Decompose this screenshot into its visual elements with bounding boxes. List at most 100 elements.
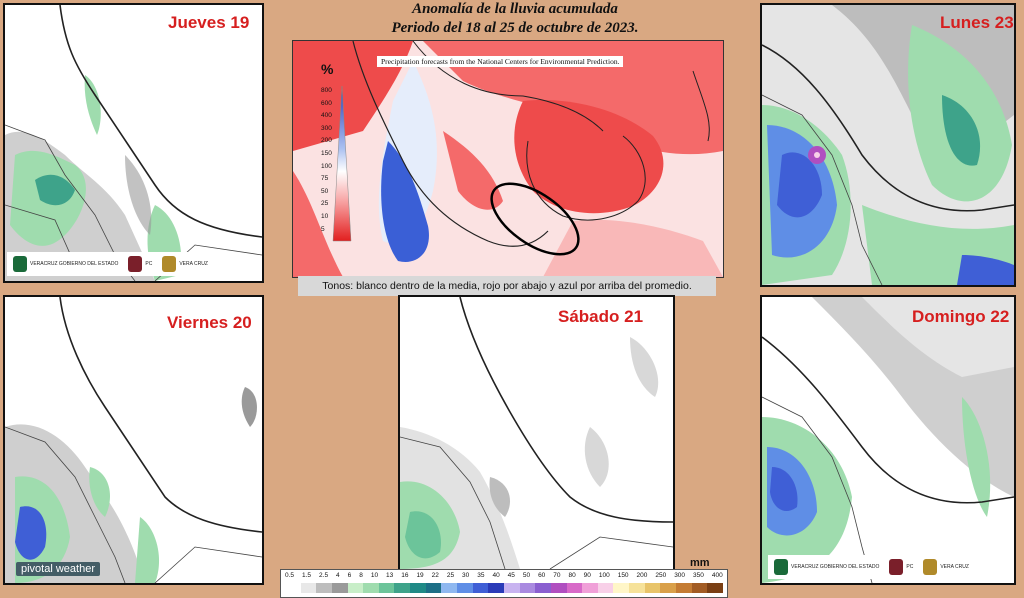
- panel-viernes: Viernes 20: [3, 295, 264, 585]
- scale-tick: 6: [347, 572, 352, 579]
- pct-tick: 5: [321, 225, 325, 233]
- day-label-lunes: Lunes 23: [940, 13, 1014, 32]
- scale-tick: 30: [462, 572, 470, 579]
- scale-swatch: [629, 583, 645, 593]
- scale-tick: 0.5: [285, 572, 295, 579]
- scale-tick: 1.5: [302, 572, 312, 579]
- scale-swatch: [488, 583, 504, 593]
- scale-tick: 8: [359, 572, 363, 579]
- scale-swatch: [707, 583, 723, 593]
- scale-tick: 80: [568, 572, 576, 579]
- map-sabado: [400, 297, 673, 569]
- scale-tick: 150: [617, 572, 629, 579]
- panel-jueves: Jueves 19 VERACRUZ GOBIERNO DEL ESTADO P…: [3, 3, 264, 283]
- pct-tick: 800: [321, 87, 332, 94]
- vera-cruz-logo: VERA CRUZ: [162, 256, 208, 272]
- scale-swatch: [597, 583, 614, 593]
- scale-swatch: [347, 583, 364, 593]
- scale-tick: 35: [477, 572, 485, 579]
- scale-swatch: [613, 583, 630, 593]
- scale-tick: 90: [583, 572, 591, 579]
- scale-swatch: [676, 583, 692, 593]
- scale-swatch: [394, 583, 411, 593]
- scale-tick: 350: [693, 572, 704, 579]
- pct-tick: 100: [321, 162, 332, 170]
- pivotal-weather-watermark: pivotal weather: [16, 562, 100, 576]
- map-lunes: [762, 5, 1014, 285]
- scale-swatch: [644, 583, 661, 593]
- scale-tick: 4: [336, 572, 340, 579]
- scale-swatches: [285, 583, 723, 593]
- pct-legend-unit: %: [321, 61, 334, 77]
- scale-ticks: 0.5 1.5 2.5 4 6 8 10 13 16 19 22 25 30 35 40 45 50 60 70 80…: [285, 572, 723, 579]
- scale-tick: 50: [522, 572, 531, 579]
- scale-tick: 60: [538, 572, 546, 579]
- scale-swatch: [378, 583, 395, 593]
- panel-sabado: Sábado 21: [398, 295, 675, 571]
- vera-cruz-logo: VERA CRUZ: [923, 559, 969, 575]
- scale-swatch: [300, 583, 317, 593]
- pct-tick: 10: [321, 212, 329, 220]
- day-label-domingo: Domingo 22: [912, 307, 1010, 326]
- pct-tick: 25: [321, 200, 329, 208]
- pc-logo: PC: [889, 559, 913, 575]
- anomaly-map: Precipitation forecasts from the Nationa…: [292, 40, 724, 278]
- day-label-viernes: Viernes 20: [167, 313, 252, 332]
- scale-swatch: [457, 583, 473, 593]
- veracruz-logo: VERACRUZ GOBIERNO DEL ESTADO: [774, 559, 879, 575]
- pct-tick: 600: [321, 99, 332, 107]
- day-label-jueves: Jueves 19: [168, 13, 250, 32]
- pct-tick: 200: [321, 137, 332, 145]
- scale-swatch: [582, 583, 598, 593]
- pct-tick: 50: [321, 187, 329, 195]
- pct-tick: 400: [321, 112, 332, 120]
- scale-swatch: [691, 583, 708, 593]
- scale-tick: 40: [492, 572, 500, 579]
- source-note: Precipitation forecasts from the Nationa…: [377, 56, 624, 67]
- scale-swatch: [425, 583, 442, 593]
- pc-logo: PC: [128, 256, 152, 272]
- pct-tick: 75: [321, 175, 329, 183]
- scale-tick: 400: [711, 572, 723, 579]
- scale-tick: 70: [553, 572, 561, 579]
- scale-swatch: [285, 583, 301, 593]
- scale-tick: 200: [636, 572, 648, 579]
- title-line-2: Periodo del 18 al 25 de octubre de 2023.: [391, 20, 639, 36]
- scale-tick: 10: [370, 572, 379, 579]
- scale-tick: 19: [416, 572, 424, 579]
- map-jueves: [5, 5, 262, 281]
- scale-tick: 250: [655, 572, 667, 579]
- panel-domingo: Domingo 22 VERACRUZ GOBIERNO DEL ESTADO …: [760, 295, 1016, 585]
- map-domingo: [762, 297, 1014, 583]
- map-caption: Tonos: blanco dentro de la media, rojo p…: [298, 276, 716, 296]
- scale-swatch: [316, 583, 332, 593]
- scale-swatch: [331, 583, 348, 593]
- scale-tick: 300: [674, 572, 686, 579]
- scale-tick: 16: [401, 572, 409, 579]
- scale-swatch: [660, 583, 677, 593]
- pct-tick: 300: [321, 124, 332, 132]
- scale-tick: 25: [446, 572, 455, 579]
- panel-lunes: Lunes 23: [760, 3, 1016, 287]
- scale-swatch: [566, 583, 583, 593]
- scale-swatch: [410, 583, 426, 593]
- day-label-sabado: Sábado 21: [558, 307, 644, 326]
- pct-legend-ticks: 800 600 400 300 200 150 100 75 50 25 10 …: [321, 85, 341, 236]
- scale-tick: 13: [386, 572, 394, 579]
- scale-swatch: [535, 583, 551, 593]
- scale-tick: 100: [598, 572, 610, 579]
- title-line-1: Anomalía de la lluvia acumulada: [412, 1, 618, 17]
- scale-swatch: [550, 583, 567, 593]
- scale-tick: 2.5: [319, 572, 329, 579]
- pct-tick: 150: [321, 149, 332, 157]
- precipitation-scale: 0.5 1.5 2.5 4 6 8 10 13 16 19 22 25 30 35 40 45 50 60 70 80…: [280, 569, 728, 598]
- map-title: Anomalía de la lluvia acumulada Periodo …: [300, 0, 730, 38]
- scale-swatch: [503, 583, 520, 593]
- scale-tick: 22: [431, 572, 439, 579]
- scale-tick: 45: [507, 572, 515, 579]
- scale-swatch: [363, 583, 379, 593]
- logos-domingo: VERACRUZ GOBIERNO DEL ESTADO PC VERA CRU…: [768, 555, 975, 579]
- scale-swatch: [441, 583, 458, 593]
- veracruz-logo: VERACRUZ GOBIERNO DEL ESTADO: [13, 256, 118, 272]
- map-viernes: [5, 297, 262, 583]
